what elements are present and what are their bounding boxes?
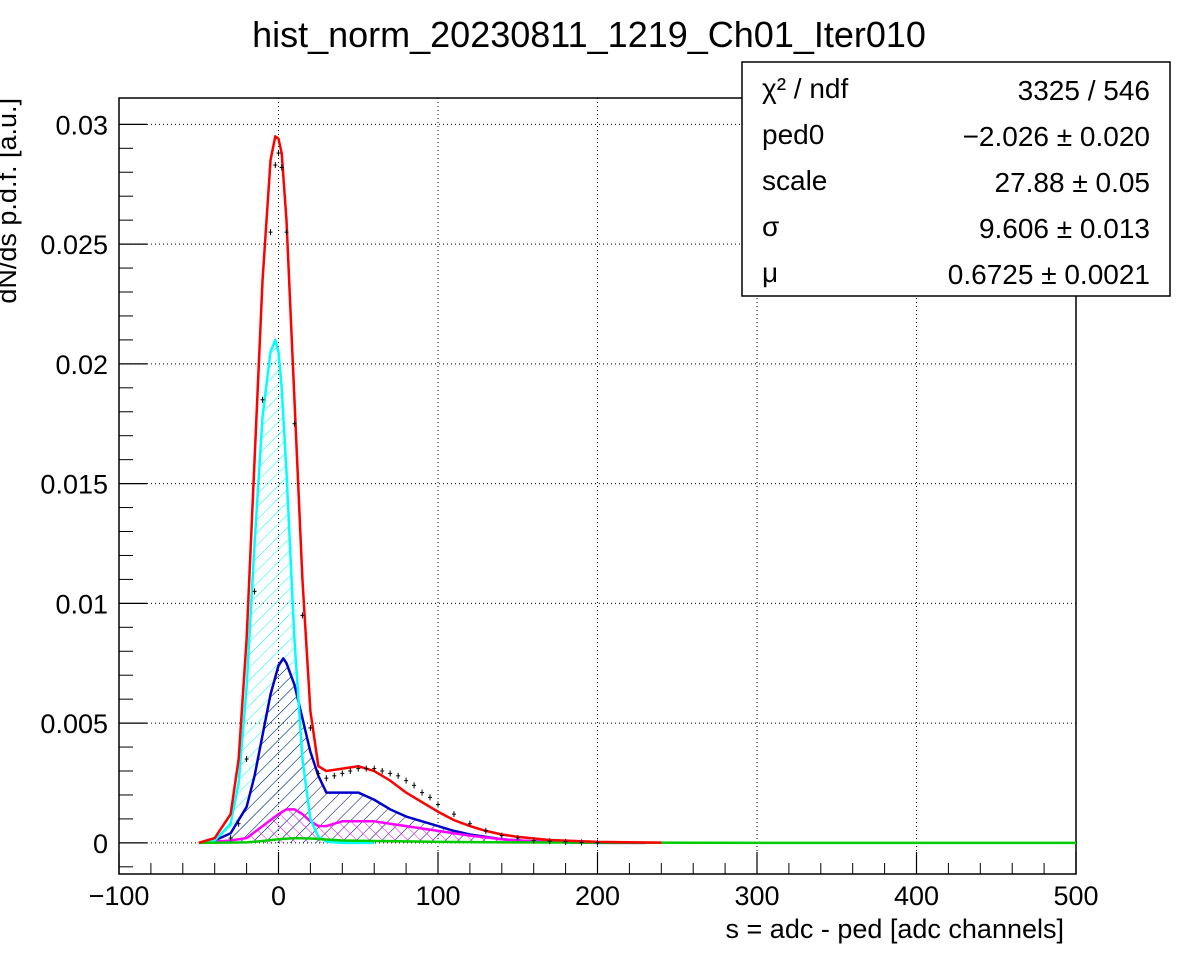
fill-areas: [198, 339, 646, 843]
data-points: [228, 150, 600, 846]
x-tick-label: 400: [894, 881, 939, 911]
series-line-4: [198, 836, 1076, 845]
y-tick-label: 0.025: [40, 230, 108, 260]
chart-title: hist_norm_20230811_1219_Ch01_Iter010: [252, 14, 926, 55]
y-tick-label: 0.03: [55, 110, 108, 140]
x-axis-label: s = adc - ped [adc channels]: [726, 914, 1064, 944]
series-fill-1: [198, 339, 375, 843]
x-tick-label: 200: [575, 881, 620, 911]
axes: −100 0 100 200 300 400 500 0 0.005 0.01 0.015 0.02 0…: [40, 110, 1098, 911]
x-tick-label: 300: [734, 881, 779, 911]
series-fill-2: [198, 658, 646, 843]
y-tick-label: 0.005: [40, 709, 108, 739]
stats-label: μ: [762, 257, 778, 288]
series-line-3: [198, 808, 598, 845]
x-tick-label: −100: [89, 881, 150, 911]
y-tick-label: 0.015: [40, 470, 108, 500]
y-axis-label: dN/ds p.d.f. [a.u.]: [0, 98, 22, 304]
stats-value: 9.606 ± 0.013: [979, 213, 1150, 244]
stats-value: 27.88 ± 0.05: [995, 167, 1151, 198]
stats-label: χ² / ndf: [762, 73, 849, 104]
stats-label: ped0: [762, 119, 824, 150]
stats-box: χ² / ndf 3325 / 546 ped0 −2.026 ± 0.020 scal…: [741, 61, 1171, 297]
stats-value: 0.6725 ± 0.0021: [948, 259, 1150, 290]
x-tick-label: 100: [415, 881, 460, 911]
y-tick-label: 0: [93, 829, 108, 859]
y-tick-label: 0.02: [55, 350, 108, 380]
series-lines: [198, 135, 1076, 845]
stats-label: σ: [762, 211, 779, 242]
stats-label: scale: [762, 165, 827, 196]
stats-value: −2.026 ± 0.020: [963, 121, 1150, 152]
y-tick-label: 0.01: [55, 589, 108, 619]
stats-value: 3325 / 546: [1018, 75, 1150, 106]
series-line-0: [198, 135, 662, 845]
series-line-1: [198, 338, 375, 845]
x-tick-label: 0: [271, 881, 286, 911]
x-tick-label: 500: [1053, 881, 1098, 911]
